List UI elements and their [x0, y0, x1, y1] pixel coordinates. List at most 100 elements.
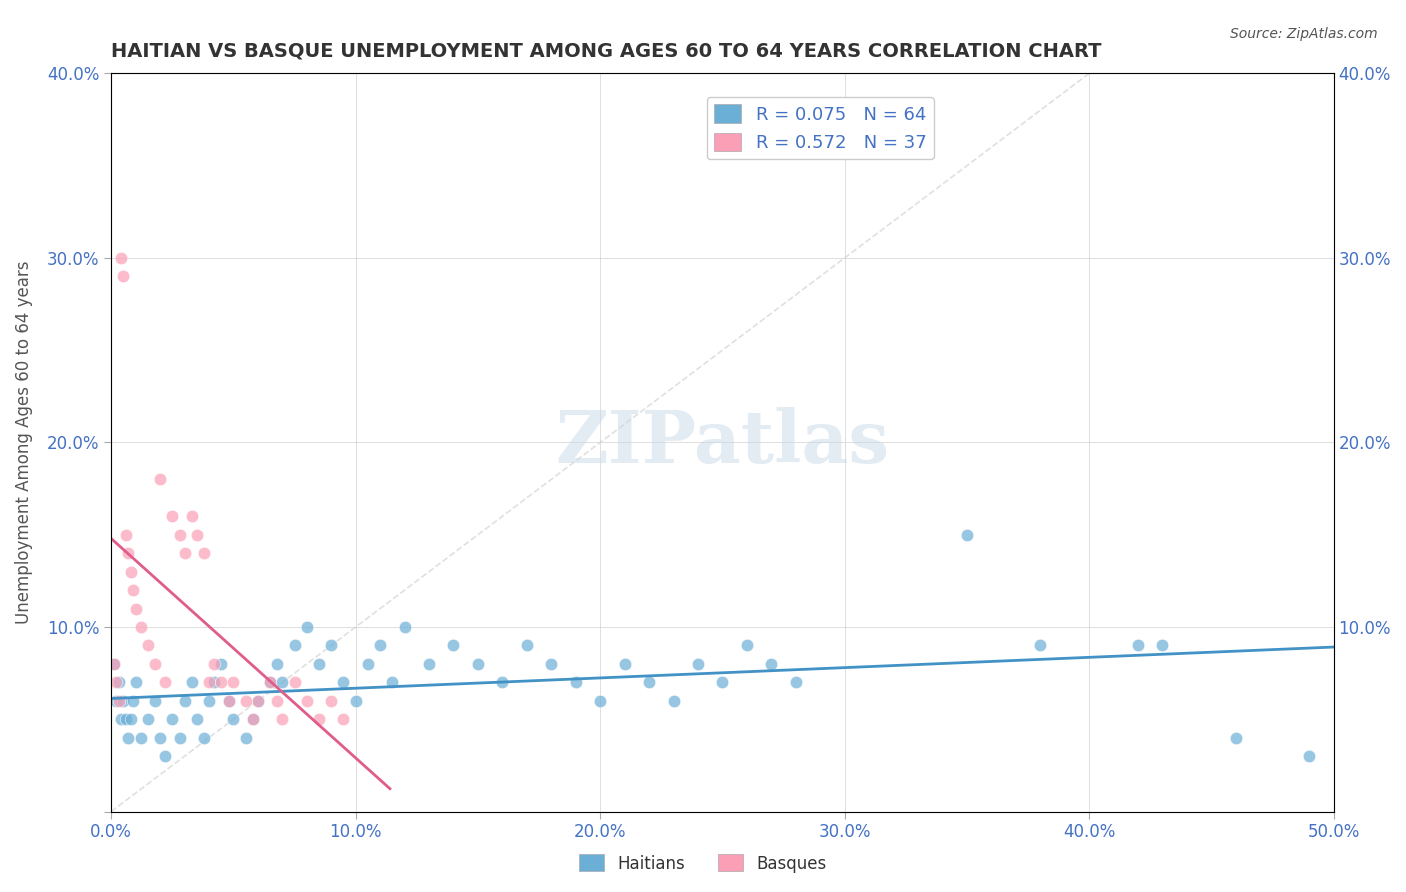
R = 0.572   N = 37	[202, 657, 225, 671]
Legend: Haitians, Basques: Haitians, Basques	[572, 847, 834, 880]
R = 0.572   N = 37	[143, 657, 166, 671]
R = 0.075   N = 64	[711, 675, 734, 690]
R = 0.572   N = 37	[222, 675, 245, 690]
R = 0.075   N = 64	[259, 675, 281, 690]
R = 0.075   N = 64	[1029, 639, 1052, 653]
Text: Source: ZipAtlas.com: Source: ZipAtlas.com	[1230, 27, 1378, 41]
R = 0.075   N = 64	[589, 694, 612, 708]
R = 0.572   N = 37	[259, 675, 281, 690]
R = 0.075   N = 64	[956, 527, 979, 541]
R = 0.572   N = 37	[308, 712, 330, 726]
R = 0.075   N = 64	[107, 675, 129, 690]
R = 0.075   N = 64	[308, 657, 330, 671]
R = 0.075   N = 64	[613, 657, 636, 671]
R = 0.075   N = 64	[1225, 731, 1247, 745]
R = 0.572   N = 37	[153, 675, 176, 690]
R = 0.075   N = 64	[124, 675, 146, 690]
R = 0.075   N = 64	[443, 639, 465, 653]
R = 0.075   N = 64	[193, 731, 215, 745]
R = 0.075   N = 64	[169, 731, 191, 745]
R = 0.075   N = 64	[735, 639, 758, 653]
R = 0.572   N = 37	[242, 712, 264, 726]
R = 0.572   N = 37	[110, 251, 132, 265]
R = 0.075   N = 64	[143, 694, 166, 708]
R = 0.075   N = 64	[357, 657, 380, 671]
R = 0.075   N = 64	[209, 657, 232, 671]
R = 0.075   N = 64	[149, 731, 172, 745]
R = 0.572   N = 37	[266, 694, 288, 708]
R = 0.075   N = 64	[284, 639, 307, 653]
R = 0.572   N = 37	[193, 546, 215, 560]
Text: HAITIAN VS BASQUE UNEMPLOYMENT AMONG AGES 60 TO 64 YEARS CORRELATION CHART: HAITIAN VS BASQUE UNEMPLOYMENT AMONG AGE…	[111, 42, 1102, 61]
R = 0.572   N = 37	[103, 657, 125, 671]
R = 0.075   N = 64	[235, 731, 257, 745]
R = 0.075   N = 64	[266, 657, 288, 671]
R = 0.075   N = 64	[246, 694, 269, 708]
R = 0.572   N = 37	[169, 527, 191, 541]
R = 0.572   N = 37	[218, 694, 240, 708]
R = 0.075   N = 64	[368, 639, 391, 653]
R = 0.075   N = 64	[103, 657, 125, 671]
R = 0.572   N = 37	[235, 694, 257, 708]
Text: ZIPatlas: ZIPatlas	[555, 407, 890, 478]
R = 0.075   N = 64	[218, 694, 240, 708]
R = 0.075   N = 64	[638, 675, 661, 690]
Y-axis label: Unemployment Among Ages 60 to 64 years: Unemployment Among Ages 60 to 64 years	[15, 260, 32, 624]
R = 0.075   N = 64	[344, 694, 367, 708]
R = 0.075   N = 64	[242, 712, 264, 726]
R = 0.572   N = 37	[120, 565, 142, 579]
R = 0.572   N = 37	[295, 694, 318, 708]
R = 0.075   N = 64	[418, 657, 440, 671]
R = 0.075   N = 64	[321, 639, 343, 653]
R = 0.572   N = 37	[122, 583, 145, 598]
R = 0.075   N = 64	[394, 620, 416, 634]
R = 0.075   N = 64	[136, 712, 159, 726]
R = 0.075   N = 64	[1126, 639, 1149, 653]
R = 0.572   N = 37	[321, 694, 343, 708]
R = 0.572   N = 37	[180, 509, 202, 524]
R = 0.572   N = 37	[112, 269, 135, 284]
R = 0.075   N = 64	[1298, 749, 1320, 764]
R = 0.572   N = 37	[129, 620, 152, 634]
R = 0.075   N = 64	[516, 639, 538, 653]
R = 0.572   N = 37	[173, 546, 195, 560]
R = 0.075   N = 64	[222, 712, 245, 726]
R = 0.075   N = 64	[785, 675, 807, 690]
R = 0.075   N = 64	[105, 694, 128, 708]
R = 0.075   N = 64	[120, 712, 142, 726]
R = 0.075   N = 64	[198, 694, 221, 708]
R = 0.572   N = 37	[149, 472, 172, 486]
R = 0.075   N = 64	[162, 712, 184, 726]
R = 0.075   N = 64	[115, 712, 138, 726]
R = 0.075   N = 64	[491, 675, 513, 690]
R = 0.572   N = 37	[332, 712, 354, 726]
R = 0.572   N = 37	[246, 694, 269, 708]
R = 0.572   N = 37	[271, 712, 294, 726]
R = 0.075   N = 64	[662, 694, 685, 708]
R = 0.572   N = 37	[284, 675, 307, 690]
R = 0.075   N = 64	[186, 712, 208, 726]
R = 0.075   N = 64	[129, 731, 152, 745]
R = 0.075   N = 64	[112, 694, 135, 708]
R = 0.075   N = 64	[202, 675, 225, 690]
R = 0.075   N = 64	[173, 694, 195, 708]
R = 0.572   N = 37	[107, 694, 129, 708]
R = 0.075   N = 64	[761, 657, 783, 671]
R = 0.075   N = 64	[295, 620, 318, 634]
R = 0.075   N = 64	[540, 657, 562, 671]
R = 0.572   N = 37	[117, 546, 139, 560]
R = 0.075   N = 64	[467, 657, 489, 671]
R = 0.572   N = 37	[198, 675, 221, 690]
R = 0.075   N = 64	[153, 749, 176, 764]
R = 0.075   N = 64	[381, 675, 404, 690]
R = 0.572   N = 37	[186, 527, 208, 541]
R = 0.075   N = 64	[122, 694, 145, 708]
R = 0.075   N = 64	[271, 675, 294, 690]
R = 0.572   N = 37	[162, 509, 184, 524]
R = 0.075   N = 64	[686, 657, 709, 671]
R = 0.572   N = 37	[105, 675, 128, 690]
R = 0.572   N = 37	[136, 639, 159, 653]
R = 0.075   N = 64	[117, 731, 139, 745]
R = 0.075   N = 64	[1152, 639, 1174, 653]
Legend: R = 0.075   N = 64, R = 0.572   N = 37: R = 0.075 N = 64, R = 0.572 N = 37	[707, 97, 934, 160]
